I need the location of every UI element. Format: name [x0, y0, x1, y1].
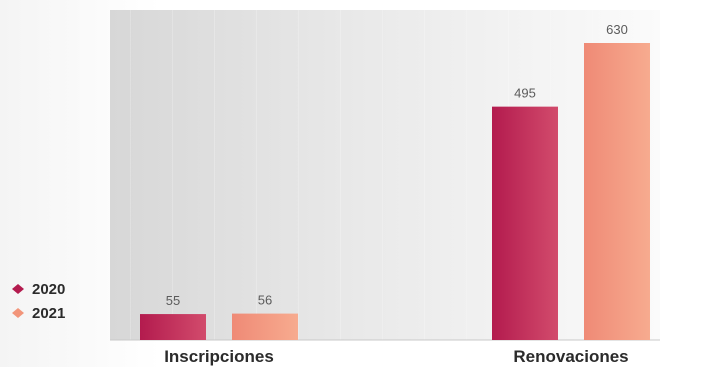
- value-labels-layer: 55 56 495 630: [166, 22, 628, 308]
- plot-stripe: [466, 10, 467, 340]
- x-tick-label: Inscripciones: [164, 347, 274, 366]
- value-label: 630: [606, 22, 628, 37]
- plot-stripe: [298, 10, 299, 340]
- plot-stripe: [340, 10, 341, 340]
- plot-stripe: [424, 10, 425, 340]
- plot-stripe: [256, 10, 257, 340]
- legend-label: 2020: [32, 280, 66, 298]
- value-label: 56: [258, 293, 272, 308]
- plot-area-background: [110, 10, 660, 340]
- plot-stripe: [172, 10, 173, 340]
- value-label: 55: [166, 293, 180, 308]
- value-label: 495: [514, 86, 536, 101]
- diamond-icon: [10, 284, 26, 294]
- plot-stripe: [214, 10, 215, 340]
- bar-renovaciones-2021: [584, 43, 650, 340]
- plot-stripe: [130, 10, 131, 340]
- legend-item-2021: 2021: [10, 302, 65, 324]
- bar-inscripciones-2021: [232, 313, 298, 340]
- x-axis-labels: Inscripciones Renovaciones: [164, 347, 628, 366]
- legend-item-2020: 2020: [10, 278, 65, 300]
- diamond-icon: [10, 308, 26, 318]
- legend-label: 2021: [32, 304, 66, 322]
- plot-stripe: [382, 10, 383, 340]
- bar-renovaciones-2020: [492, 106, 558, 341]
- bars-layer: [140, 43, 650, 341]
- legend: 2020 2021: [10, 278, 130, 330]
- bar-inscripciones-2020: [140, 314, 206, 340]
- x-tick-label: Renovaciones: [513, 347, 628, 366]
